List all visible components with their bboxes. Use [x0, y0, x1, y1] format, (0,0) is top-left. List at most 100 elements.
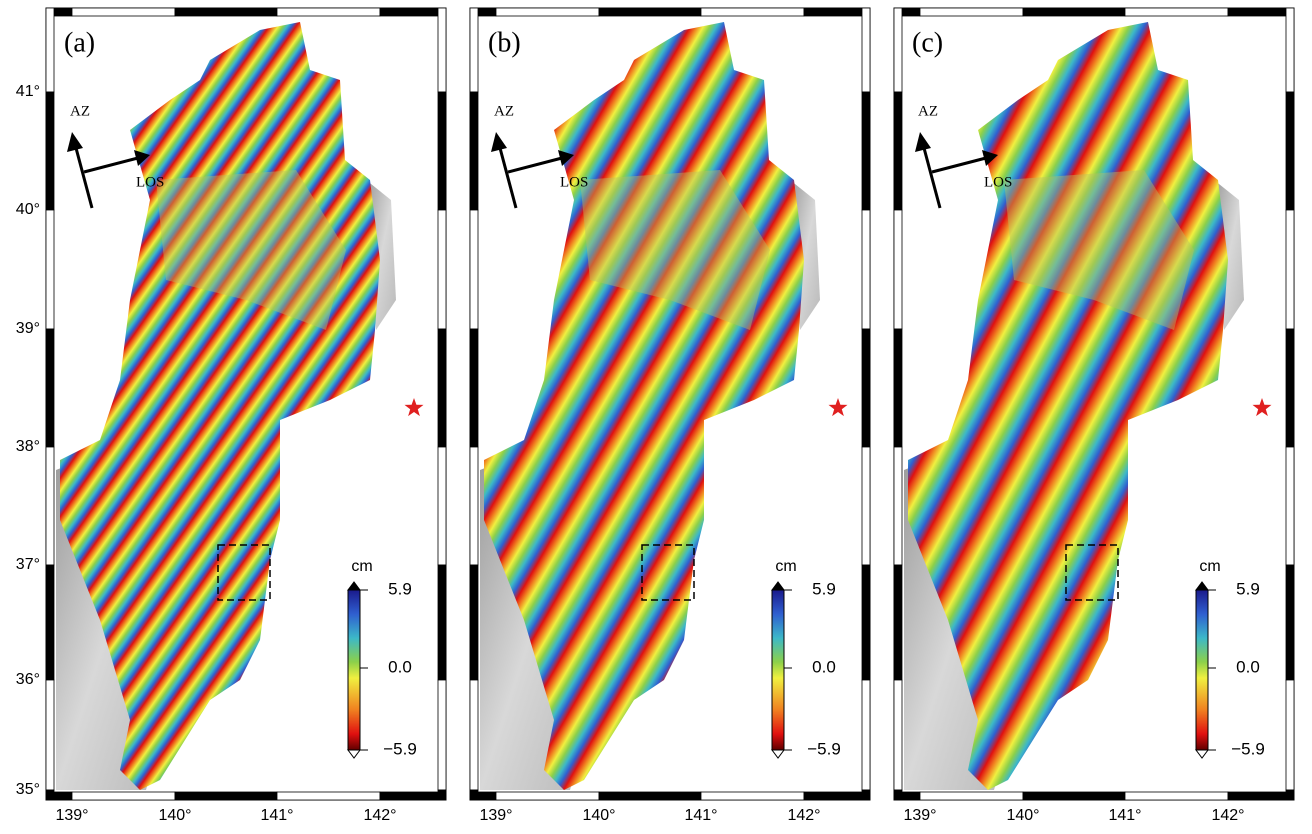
frame-bar	[1228, 792, 1294, 800]
frame-bar	[277, 792, 380, 800]
frame-bar	[380, 792, 446, 800]
frame-bar	[1286, 92, 1294, 210]
frame-bar	[438, 92, 446, 210]
longitude-label: 139°	[903, 807, 936, 824]
los-label: LOS	[984, 174, 1012, 190]
frame-bar	[599, 8, 701, 16]
frame-bar	[438, 447, 446, 565]
frame-bar	[804, 8, 870, 16]
latitude-label: 38°	[16, 438, 40, 455]
frame-bar	[46, 447, 54, 565]
frame-bar	[46, 92, 54, 210]
longitude-label: 141°	[260, 807, 293, 824]
latitude-label: 40°	[16, 201, 40, 218]
frame-bar	[46, 210, 54, 329]
frame-bar	[894, 92, 902, 210]
frame-bar	[46, 329, 54, 447]
frame-bar	[470, 680, 478, 790]
frame-bar	[894, 565, 902, 680]
longitude-label: 141°	[1108, 807, 1141, 824]
frame-bar	[920, 792, 1023, 800]
frame-bar	[46, 565, 54, 680]
frame-bar	[1286, 565, 1294, 680]
los-label: LOS	[136, 174, 164, 190]
frame-bar	[1228, 8, 1294, 16]
frame-bar	[470, 210, 478, 329]
frame-bar	[894, 329, 902, 447]
frame-bar	[1023, 792, 1125, 800]
frame-bar	[1023, 8, 1125, 16]
frame-bar	[862, 790, 870, 800]
longitude-label: 139°	[55, 807, 88, 824]
panel-label: (a)	[64, 27, 95, 58]
frame-bar	[1286, 329, 1294, 447]
frame-bar	[1125, 792, 1228, 800]
colorbar	[772, 590, 784, 750]
colorbar-unit: cm	[775, 558, 796, 575]
latitude-label: 39°	[16, 320, 40, 337]
frame-bar	[894, 8, 902, 92]
longitude-label: 142°	[1211, 807, 1244, 824]
frame-bar	[496, 792, 599, 800]
frame-bar	[1286, 680, 1294, 790]
frame-bar	[862, 447, 870, 565]
latitude-label: 41°	[16, 83, 40, 100]
colorbar-label: −5.9	[383, 739, 417, 758]
colorbar-unit: cm	[1199, 558, 1220, 575]
frame-bar	[496, 8, 599, 16]
frame-bar	[862, 680, 870, 790]
colorbar-label: −5.9	[1231, 739, 1265, 758]
frame-bar	[438, 329, 446, 447]
frame-bar	[804, 792, 870, 800]
frame-bar	[701, 792, 804, 800]
frame-bar	[1286, 447, 1294, 565]
frame-bar	[470, 92, 478, 210]
frame-bar	[72, 792, 175, 800]
frame-bar	[862, 329, 870, 447]
colorbar-label: 0.0	[388, 657, 412, 676]
colorbar-label: 5.9	[1236, 579, 1260, 598]
longitude-label: 140°	[582, 807, 615, 824]
frame-bar	[72, 8, 175, 16]
frame-bar	[470, 447, 478, 565]
frame-bar	[862, 8, 870, 92]
colorbar-label: 5.9	[388, 579, 412, 598]
colorbar	[1196, 590, 1208, 750]
frame-bar	[175, 8, 277, 16]
frame-bar	[862, 92, 870, 210]
colorbar-label: 5.9	[812, 579, 836, 598]
frame-bar	[894, 210, 902, 329]
frame-bar	[1286, 210, 1294, 329]
frame-bar	[894, 790, 902, 800]
panel-label: (b)	[488, 27, 521, 58]
frame-bar	[380, 8, 446, 16]
frame-bar	[894, 680, 902, 790]
azimuth-label: AZ	[70, 103, 90, 119]
frame-bar	[599, 792, 701, 800]
longitude-label: 139°	[479, 807, 512, 824]
longitude-label: 142°	[787, 807, 820, 824]
longitude-label: 140°	[158, 807, 191, 824]
azimuth-label: AZ	[918, 103, 938, 119]
frame-bar	[470, 565, 478, 680]
longitude-label: 142°	[363, 807, 396, 824]
latitude-label: 35°	[16, 781, 40, 798]
frame-bar	[438, 565, 446, 680]
frame-bar	[46, 680, 54, 790]
frame-bar	[1125, 8, 1228, 16]
longitude-label: 141°	[684, 807, 717, 824]
frame-bar	[175, 792, 277, 800]
frame-bar	[1286, 790, 1294, 800]
colorbar-unit: cm	[351, 558, 372, 575]
latitude-label: 37°	[16, 556, 40, 573]
frame-bar	[46, 8, 54, 92]
colorbar-label: 0.0	[812, 657, 836, 676]
frame-bar	[862, 565, 870, 680]
frame-bar	[470, 329, 478, 447]
frame-bar	[894, 447, 902, 565]
frame-bar	[470, 790, 478, 800]
frame-bar	[701, 8, 804, 16]
los-label: LOS	[560, 174, 588, 190]
